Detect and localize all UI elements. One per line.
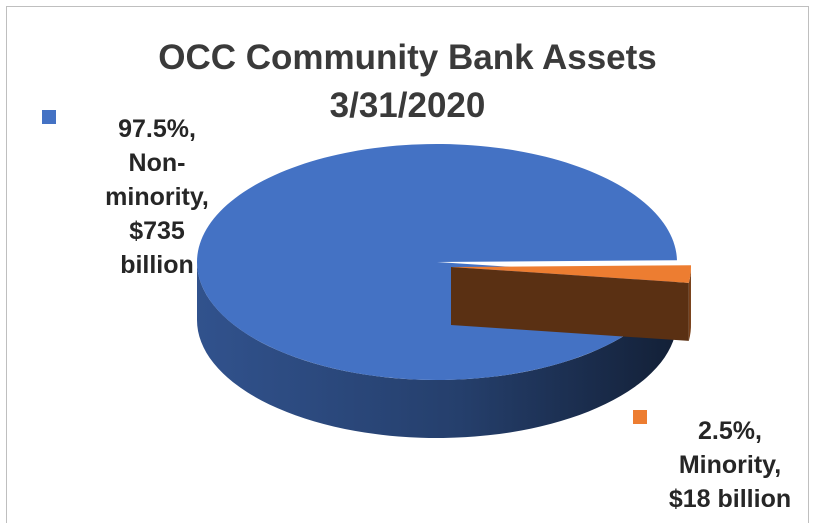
pie-slice-non-minority	[197, 144, 677, 381]
legend-swatch-non-minority	[42, 110, 56, 124]
slice-label-non-minority-line-4: $735	[129, 217, 185, 245]
slice-label-non-minority-line-3: minority,	[105, 183, 209, 211]
pie-slice-non-minority-side	[197, 262, 675, 439]
slice-label-non-minority-line-5: billion	[120, 251, 194, 279]
slice-label-non-minority: 97.5%, Non- minority, $735 billion	[92, 112, 222, 282]
slice-label-minority-line-1: 2.5%,	[698, 417, 762, 445]
pie-slice-minority-face	[451, 267, 689, 341]
chart-title-line-1: OCC Community Bank Assets	[158, 38, 657, 77]
legend-swatch-minority	[633, 410, 647, 424]
chart-title-line-2: 3/31/2020	[329, 86, 486, 125]
slice-label-minority-line-2: Minority,	[678, 451, 782, 479]
slice-label-non-minority-line-1: 97.5%,	[118, 115, 196, 143]
slice-label-non-minority-line-2: Non-	[128, 149, 186, 177]
slice-label-minority: 2.5%, Minority, $18 billion	[655, 414, 805, 516]
pie-slice-minority	[451, 265, 691, 283]
pie-slice-minority-side	[688, 265, 691, 341]
slice-label-minority-line-3: $18 billion	[668, 485, 792, 513]
